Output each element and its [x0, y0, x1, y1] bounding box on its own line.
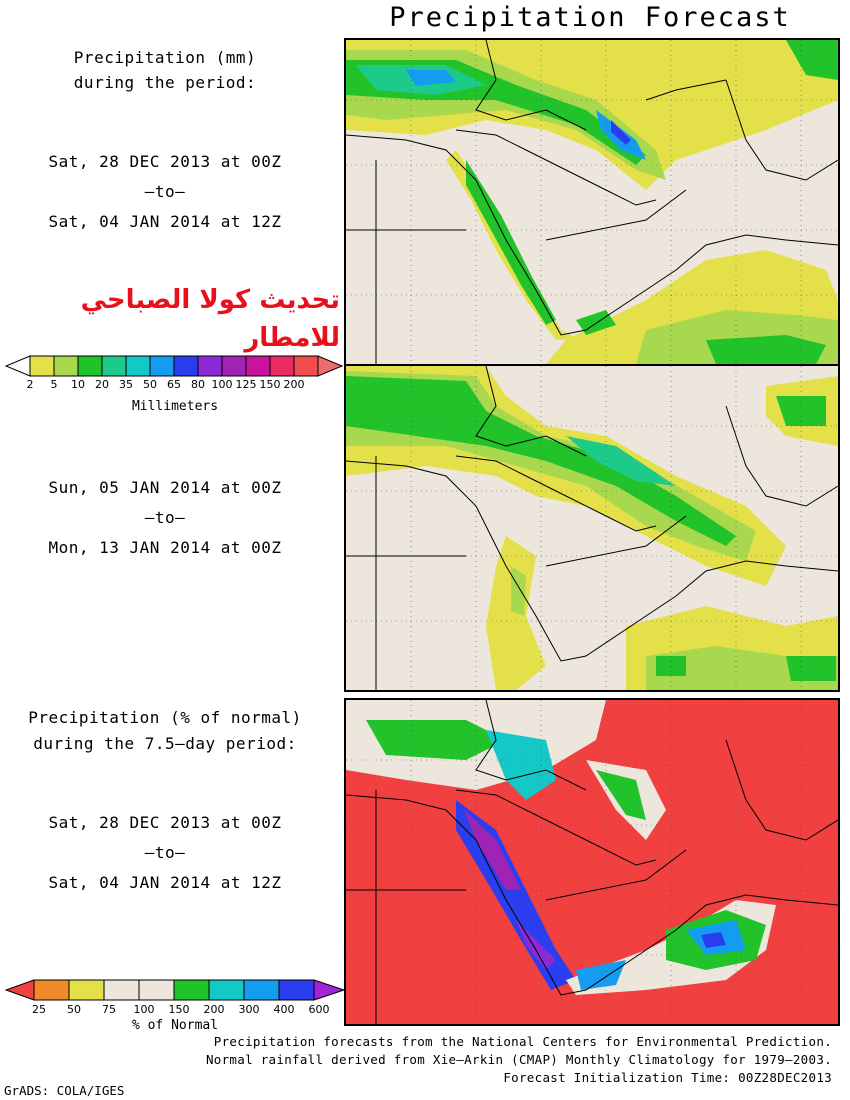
page-title: Precipitation Forecast [389, 2, 791, 33]
footer-line1: Precipitation forecasts from the Nationa… [213, 1034, 832, 1049]
colorbar-cell [293, 355, 319, 377]
colorbar-cell [173, 979, 210, 1001]
colorbar-tick-label: 300 [238, 1003, 260, 1016]
colorbar-mm-ticks: 2 5 10 20 35 50 65 80 100 125 150 200 [4, 378, 346, 392]
colorbar-mm-end-high [317, 355, 344, 377]
colorbar-pct-cells [33, 979, 315, 1001]
colorbar-cell [29, 355, 55, 377]
colorbar-mm-end-low [4, 355, 31, 377]
colorbar-mm-unit: Millimeters [131, 399, 219, 414]
period2-until: Mon, 13 JAN 2014 at 00Z [48, 538, 282, 557]
section2-heading-line2: during the 7.5—day period: [33, 734, 297, 753]
footer-line2: Normal rainfall derived from Xie—Arkin (… [205, 1052, 832, 1067]
map-panel-percent-normal [344, 698, 840, 1026]
period3-from: Sat, 28 DEC 2013 at 00Z [48, 813, 282, 832]
colorbar-tick-label: 600 [308, 1003, 330, 1016]
period2-to: —to— [144, 508, 186, 527]
map-panel-period1 [344, 38, 840, 366]
colorbar-tick-label: 25 [32, 1003, 46, 1016]
colorbar-cell [173, 355, 199, 377]
colorbar-tick-label: 400 [273, 1003, 295, 1016]
period1-to: —to— [144, 182, 186, 201]
colorbar-cell [245, 355, 271, 377]
credit: GrADS: COLA/IGES [4, 1083, 125, 1098]
colorbar-tick-label: 50 [67, 1003, 81, 1016]
colorbar-tick-label: 50 [143, 378, 157, 391]
colorbar-cell [77, 355, 103, 377]
colorbar-tick-label: 150 [168, 1003, 190, 1016]
colorbar-tick-label: 65 [167, 378, 181, 391]
map-period2-svg [346, 366, 838, 690]
colorbar-cell [269, 355, 295, 377]
footer-line3: Forecast Initialization Time: 00Z28DEC20… [503, 1070, 832, 1085]
map-percent-svg [346, 700, 838, 1024]
colorbar-tick-label: 200 [283, 378, 305, 391]
colorbar-cell [278, 979, 315, 1001]
colorbar-cell [125, 355, 151, 377]
colorbar-pct-end-high [313, 979, 346, 1001]
colorbar-cell [221, 355, 247, 377]
map-panel-period2 [344, 364, 840, 692]
colorbar-cell [208, 979, 245, 1001]
colorbar-mm-cells [29, 355, 319, 377]
watermark-line2: للامطار [244, 323, 340, 353]
colorbar-cell [149, 355, 175, 377]
colorbar-pct [4, 979, 346, 1001]
section1-heading-line2: during the period: [73, 73, 257, 92]
watermark-line1: تحديث كولا الصباحي [80, 285, 340, 315]
section2-heading-line1: Precipitation (% of normal) [28, 708, 302, 727]
colorbar-cell [53, 355, 79, 377]
colorbar-tick-label: 80 [191, 378, 205, 391]
colorbar-tick-label: 125 [235, 378, 257, 391]
colorbar-mm [4, 355, 344, 377]
colorbar-tick-label: 2 [26, 378, 34, 391]
period3-until: Sat, 04 JAN 2014 at 12Z [48, 873, 282, 892]
colorbar-tick-label: 100 [133, 1003, 155, 1016]
colorbar-tick-label: 20 [95, 378, 109, 391]
colorbar-cell [243, 979, 280, 1001]
colorbar-cell [33, 979, 70, 1001]
colorbar-cell [197, 355, 223, 377]
section1-heading-line1: Precipitation (mm) [73, 48, 257, 67]
period1-from: Sat, 28 DEC 2013 at 00Z [48, 152, 282, 171]
map-period1-svg [346, 40, 838, 364]
colorbar-tick-label: 10 [71, 378, 85, 391]
colorbar-tick-label: 5 [50, 378, 58, 391]
colorbar-tick-label: 35 [119, 378, 133, 391]
colorbar-cell [138, 979, 175, 1001]
colorbar-pct-unit: % of Normal [131, 1018, 219, 1033]
colorbar-tick-label: 150 [259, 378, 281, 391]
period1-until: Sat, 04 JAN 2014 at 12Z [48, 212, 282, 231]
colorbar-pct-end-low [4, 979, 35, 1001]
colorbar-tick-label: 75 [102, 1003, 116, 1016]
colorbar-cell [103, 979, 140, 1001]
period3-to: —to— [144, 843, 186, 862]
colorbar-tick-label: 100 [211, 378, 233, 391]
colorbar-cell [101, 355, 127, 377]
period2-from: Sun, 05 JAN 2014 at 00Z [48, 478, 282, 497]
colorbar-pct-ticks: 25 50 75 100 150 200 300 400 600 [4, 1003, 350, 1017]
colorbar-cell [68, 979, 105, 1001]
colorbar-tick-label: 200 [203, 1003, 225, 1016]
